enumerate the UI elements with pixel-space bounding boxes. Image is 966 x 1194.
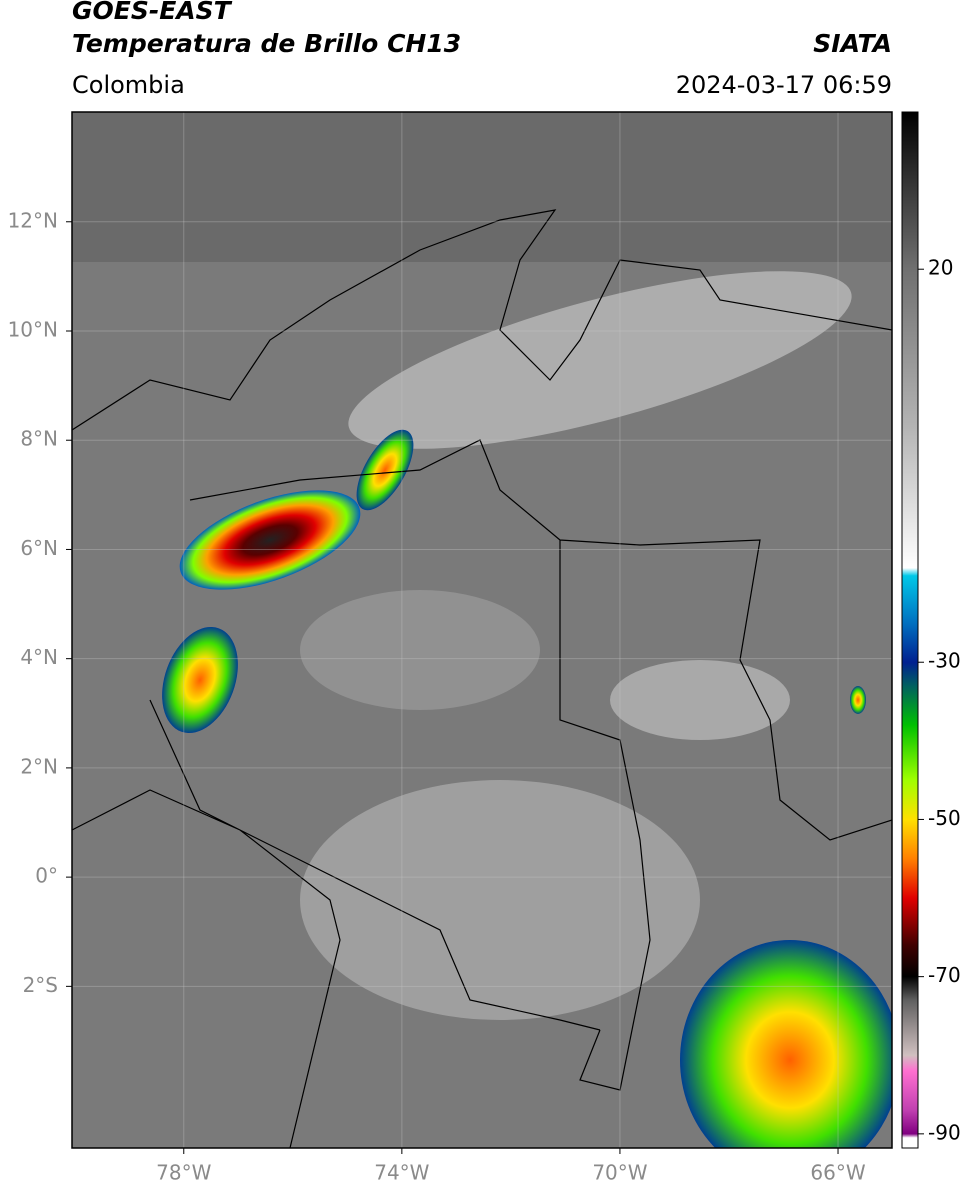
colorbar-tick-label: -30 xyxy=(928,649,961,673)
colorbar-tick-label: -90 xyxy=(928,1120,961,1144)
y-tick-label: 6°N xyxy=(20,536,58,560)
storm xyxy=(179,490,361,590)
colorbar xyxy=(901,111,919,1149)
x-tick-label: 78°W xyxy=(156,1161,211,1185)
x-tick-label: 66°W xyxy=(810,1161,865,1185)
source: SIATA xyxy=(813,29,892,58)
datetime: 2024-03-17 06:59 xyxy=(676,71,892,99)
cloud-free xyxy=(72,112,892,262)
x-tick-label: 70°W xyxy=(592,1161,647,1185)
cloud xyxy=(610,660,790,740)
cloud xyxy=(300,590,540,710)
storm xyxy=(850,686,866,714)
satellite-image xyxy=(72,112,892,1148)
colorbar-tick-label: -50 xyxy=(928,806,961,830)
colorbar-tick-label: 20 xyxy=(928,256,953,280)
cloud xyxy=(348,271,852,449)
storm xyxy=(356,429,414,511)
subtitle: Temperatura de Brillo CH13 xyxy=(72,29,461,58)
y-tick-label: 4°N xyxy=(20,645,58,669)
y-tick-label: 12°N xyxy=(8,208,58,232)
x-tick-label: 74°W xyxy=(374,1161,429,1185)
y-tick-label: 2°N xyxy=(20,754,58,778)
storm xyxy=(162,626,238,734)
y-tick-label: 0° xyxy=(35,864,58,888)
y-tick-label: 8°N xyxy=(20,427,58,451)
cloud xyxy=(300,780,700,1020)
title: GOES-EAST xyxy=(72,0,233,25)
y-tick-label: 2°S xyxy=(23,973,58,997)
colorbar-tick-label: -70 xyxy=(928,963,961,987)
region: Colombia xyxy=(72,71,185,99)
map-frame xyxy=(71,111,893,1149)
coastline xyxy=(72,209,892,431)
border xyxy=(72,439,892,1148)
y-tick-label: 10°N xyxy=(8,317,58,341)
storm xyxy=(680,940,892,1148)
